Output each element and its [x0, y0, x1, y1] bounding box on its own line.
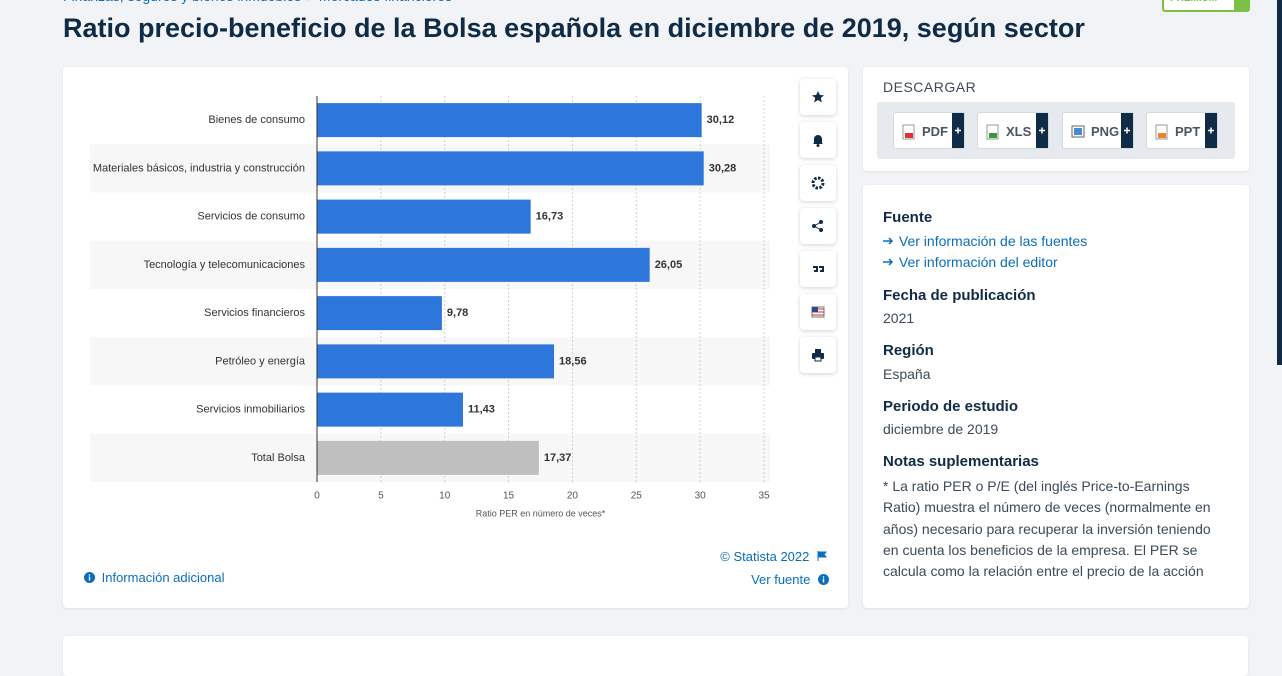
- value-label: 16,73: [536, 211, 564, 223]
- category-label: Servicios de consumo: [197, 211, 305, 223]
- x-tick-label: 35: [758, 491, 770, 502]
- premium-badge[interactable]: PREMIUM: [1162, 0, 1250, 12]
- format-label: PNG: [1091, 124, 1120, 139]
- source-link[interactable]: Ver fuente: [751, 572, 829, 587]
- value-label: 18,56: [559, 355, 587, 367]
- alert-button[interactable]: [800, 122, 836, 158]
- link-text: Ver información de las fuentes: [898, 233, 1088, 249]
- format-label: XLS: [1006, 124, 1032, 139]
- value-label: 17,37: [544, 452, 572, 464]
- info-icon: [818, 574, 829, 585]
- download-title: DESCARGAR: [883, 79, 977, 95]
- source-info-link[interactable]: Ver información de las fuentes: [883, 233, 1087, 249]
- chart: 0 5 10 15 20 25 30 35 Bienes de consumo 30,12 Mate…: [90, 96, 770, 518]
- category-label: Servicios inmobiliarios: [196, 404, 305, 416]
- format-label: PDF: [922, 124, 948, 139]
- pdf-button[interactable]: PDF: [893, 112, 965, 149]
- arrow: [883, 258, 894, 266]
- print-button[interactable]: [800, 337, 836, 373]
- info-link[interactable]: Información adicional: [84, 570, 224, 585]
- png-button[interactable]: PNG: [1062, 112, 1134, 149]
- breadcrumb-link[interactable]: Mercados financieros: [319, 0, 452, 4]
- section-text: 2021: [883, 310, 915, 326]
- info-text: Información adicional: [101, 570, 225, 585]
- badge-arrow: [1234, 0, 1248, 10]
- link-text: Ver información del editor: [898, 254, 1058, 270]
- bar: [317, 247, 650, 282]
- copyright[interactable]: © Statista 2022: [720, 549, 828, 564]
- x-tick-label: 15: [503, 491, 515, 502]
- x-axis-label: Ratio PER en número de veces*: [476, 508, 606, 518]
- share-button[interactable]: [800, 208, 836, 244]
- details-card: [863, 185, 1249, 608]
- section-title: Fecha de publicación: [883, 287, 1036, 304]
- value-label: 30,28: [709, 162, 737, 174]
- category-label: Servicios financieros: [204, 307, 305, 319]
- bar: [317, 103, 702, 138]
- section-title: Periodo de estudio: [883, 398, 1019, 415]
- x-tick-label: 10: [439, 491, 451, 502]
- page: {"breadcrumb":["Finanzas, seguros y bien…: [63, 0, 1282, 676]
- value-label: 26,05: [655, 259, 683, 271]
- value-label: 30,12: [707, 114, 735, 126]
- x-tick-label: 5: [378, 491, 384, 502]
- xls-button[interactable]: XLS: [977, 112, 1049, 149]
- next-card: [63, 636, 1248, 676]
- breadcrumb: Finanzas, seguros y bienes inmuebles Mer…: [63, 0, 452, 4]
- info-icon: [84, 572, 95, 583]
- category-label: Petróleo y energía: [215, 355, 306, 367]
- x-tick-label: 25: [631, 491, 643, 502]
- arrow: [883, 237, 894, 245]
- bar: [317, 344, 555, 379]
- bar: [317, 296, 442, 331]
- notes-title: Notas suplementarias: [883, 453, 1039, 470]
- scrollbar: [1277, 0, 1282, 365]
- category-label: Tecnología y telecomunicaciones: [144, 259, 306, 271]
- value-label: 9,78: [447, 307, 468, 319]
- x-tick-label: 30: [695, 491, 707, 502]
- x-tick-label: 20: [567, 491, 579, 502]
- copyright-text: © Statista 2022: [720, 549, 810, 564]
- bar: [317, 392, 463, 427]
- breadcrumb-link[interactable]: Finanzas, seguros y bienes inmuebles: [63, 0, 301, 4]
- ppt-button[interactable]: PPT: [1146, 112, 1218, 149]
- x-tick-label: 0: [314, 491, 320, 502]
- section-title: Región: [883, 342, 934, 359]
- format-label: PPT: [1175, 124, 1201, 139]
- favorite-button[interactable]: [800, 79, 836, 115]
- bar: [317, 199, 531, 234]
- section-text: España: [883, 366, 931, 382]
- settings-button[interactable]: [800, 165, 836, 201]
- language-button[interactable]: [800, 294, 836, 330]
- bar: [317, 151, 704, 186]
- publisher-info-link[interactable]: Ver información del editor: [883, 254, 1058, 270]
- section-text: diciembre de 2019: [883, 421, 999, 437]
- source-text: Ver fuente: [751, 572, 811, 587]
- notes-text: * La ratio PER o P/E (del inglés Price-t…: [883, 478, 1211, 580]
- flag-icon: [817, 551, 828, 561]
- category-label: Total Bolsa: [251, 452, 306, 464]
- bar: [317, 440, 539, 475]
- badge-text: PREMIUM: [1170, 0, 1217, 4]
- cite-button[interactable]: [800, 251, 836, 287]
- category-label: Bienes de consumo: [208, 114, 305, 126]
- page-title: Ratio precio-beneficio de la Bolsa españ…: [63, 13, 1085, 43]
- value-label: 11,43: [468, 404, 495, 416]
- source-title: Fuente: [883, 209, 933, 226]
- category-label: Materiales básicos, industria y construc…: [93, 162, 305, 174]
